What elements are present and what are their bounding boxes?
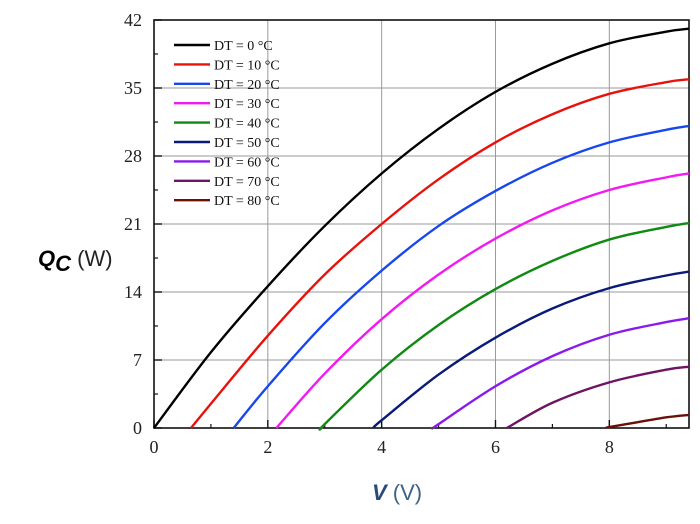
y-axis-unit: (W) — [71, 246, 113, 271]
x-tick-label: 2 — [263, 437, 272, 457]
y-axis-var: Q — [38, 246, 55, 271]
legend-label: DT = 50 °C — [214, 136, 280, 151]
x-axis-unit: (V) — [387, 480, 422, 505]
x-tick-label: 4 — [377, 437, 386, 457]
legend-label: DT = 40 °C — [214, 117, 280, 132]
series-line-4 — [318, 221, 690, 431]
legend-label: DT = 80 °C — [214, 194, 280, 209]
series-line-3 — [275, 172, 690, 429]
legend-label: DT = 20 °C — [214, 78, 280, 93]
legend-label: DT = 10 °C — [214, 58, 280, 73]
legend-label: DT = 60 °C — [214, 155, 280, 170]
y-axis-title: QC (W) — [38, 246, 113, 276]
grid — [154, 20, 689, 428]
y-axis-subscript: C — [55, 251, 72, 276]
series-line-1 — [190, 78, 690, 429]
axis-ticks: 0 2 4 6 8 0 7 14 21 28 35 42 — [124, 10, 667, 457]
series-line-6 — [430, 317, 690, 430]
x-axis-var: V — [372, 480, 389, 505]
legend: DT = 0 °C DT = 10 °C DT = 20 °C DT = 30 °C D… — [174, 39, 280, 209]
series-line-8 — [604, 413, 690, 430]
x-tick-label: 6 — [491, 437, 500, 457]
y-tick-label: 7 — [133, 350, 142, 370]
y-tick-label: 0 — [133, 418, 142, 438]
y-tick-label: 35 — [124, 78, 142, 98]
y-tick-label: 14 — [124, 282, 142, 302]
legend-label: DT = 70 °C — [214, 175, 280, 190]
y-tick-label: 21 — [124, 214, 142, 234]
y-tick-label: 28 — [124, 146, 142, 166]
x-axis-title: V (V) — [372, 480, 422, 505]
series-line-0 — [153, 27, 690, 429]
y-tick-label: 42 — [124, 10, 142, 30]
legend-label: DT = 30 °C — [214, 97, 280, 112]
x-tick-label: 0 — [150, 437, 159, 457]
series-line-2 — [232, 124, 690, 429]
x-tick-label: 8 — [605, 437, 614, 457]
legend-label: DT = 0 °C — [214, 39, 273, 54]
series-line-5 — [372, 270, 690, 429]
series-line-7 — [506, 365, 690, 430]
series-lines — [153, 27, 690, 431]
